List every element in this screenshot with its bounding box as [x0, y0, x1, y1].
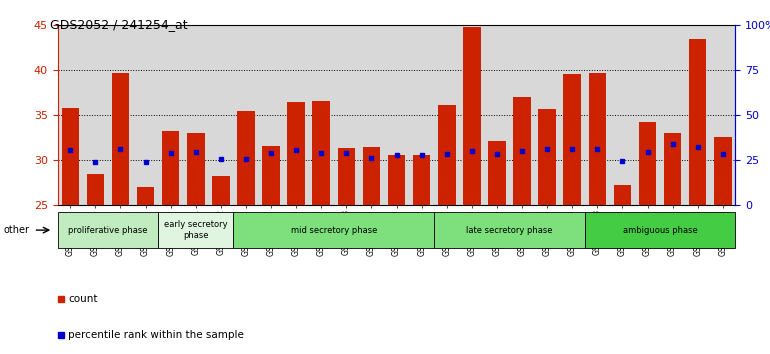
Bar — [463, 27, 480, 205]
Bar — [233, 212, 434, 248]
Text: mid secretory phase: mid secretory phase — [290, 225, 377, 235]
Bar — [388, 155, 405, 205]
Bar — [62, 108, 79, 205]
Bar — [664, 133, 681, 205]
Bar — [337, 148, 355, 205]
Bar — [112, 73, 129, 205]
Bar — [588, 73, 606, 205]
Bar — [137, 187, 154, 205]
Text: percentile rank within the sample: percentile rank within the sample — [68, 330, 244, 339]
Bar — [162, 131, 179, 205]
Bar — [158, 212, 233, 248]
Bar — [438, 105, 456, 205]
Text: GDS2052 / 241254_at: GDS2052 / 241254_at — [50, 18, 188, 31]
Bar — [313, 101, 330, 205]
Bar — [237, 110, 255, 205]
Bar — [58, 212, 158, 248]
Text: late secretory phase: late secretory phase — [466, 225, 553, 235]
Bar — [212, 176, 229, 205]
Bar — [488, 141, 506, 205]
Bar — [564, 74, 581, 205]
Bar — [714, 137, 732, 205]
Bar — [639, 122, 656, 205]
Bar — [187, 133, 205, 205]
Bar — [514, 97, 531, 205]
Bar — [614, 184, 631, 205]
Bar — [434, 212, 584, 248]
Text: early secretory
phase: early secretory phase — [164, 221, 228, 240]
Bar — [413, 155, 430, 205]
Bar — [538, 109, 556, 205]
Text: ambiguous phase: ambiguous phase — [623, 225, 698, 235]
Bar — [86, 174, 104, 205]
Bar — [584, 212, 735, 248]
Bar — [363, 147, 380, 205]
Text: count: count — [68, 295, 98, 304]
Bar — [263, 146, 280, 205]
Bar — [287, 102, 305, 205]
Bar — [689, 39, 707, 205]
Text: other: other — [4, 225, 30, 235]
Text: proliferative phase: proliferative phase — [69, 225, 148, 235]
